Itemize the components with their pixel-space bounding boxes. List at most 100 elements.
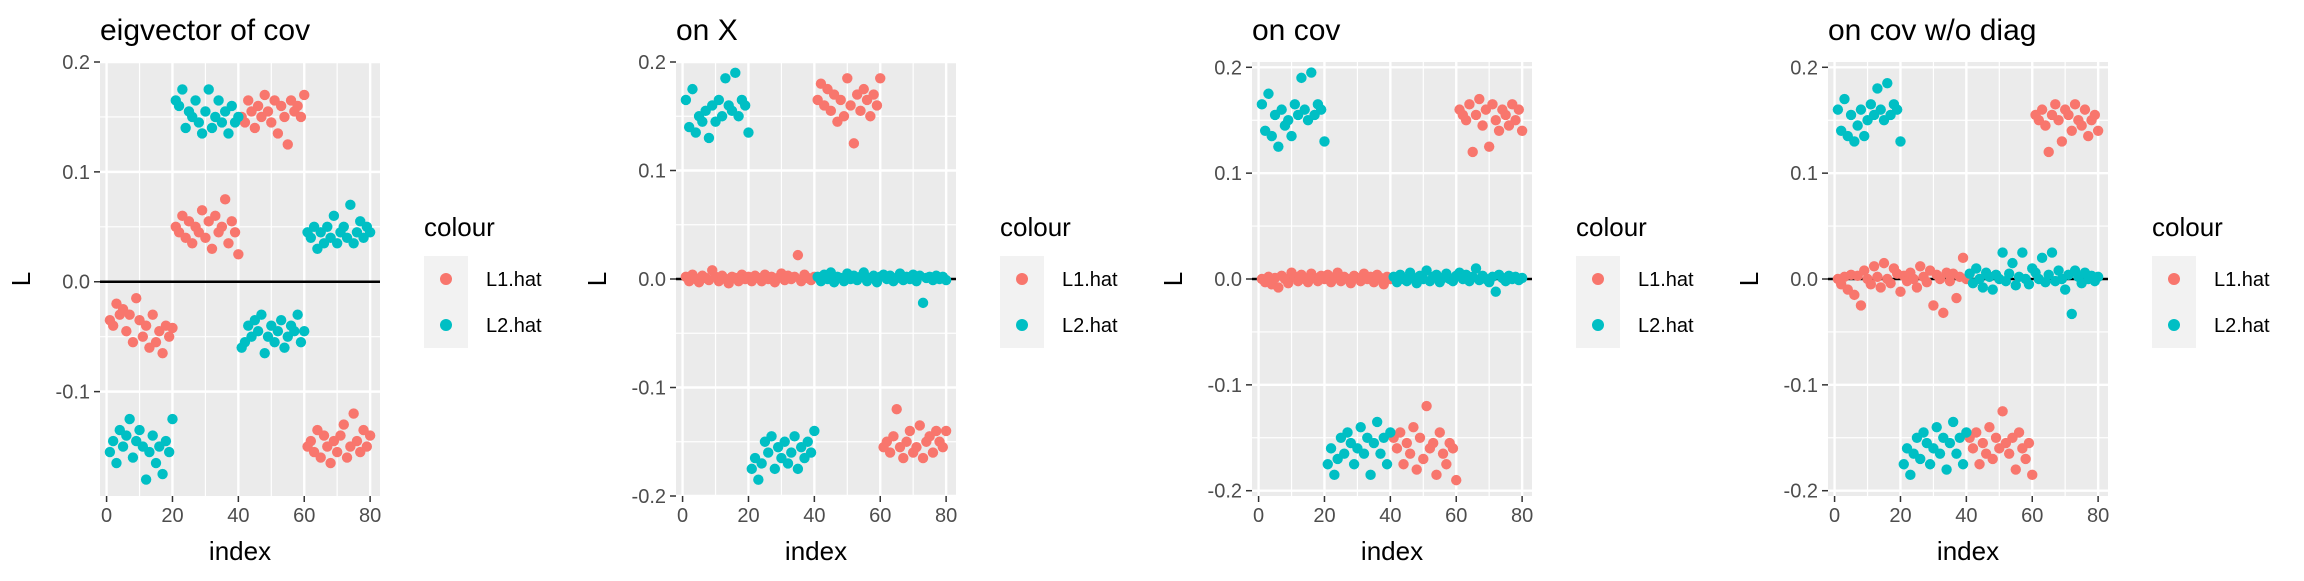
y-axis-label: L (582, 272, 612, 286)
legend-key-L1-hat (1592, 273, 1604, 285)
data-point (1474, 93, 1485, 105)
data-point (150, 336, 162, 348)
data-point (1915, 261, 1926, 272)
data-point (140, 474, 152, 485)
data-point (216, 117, 228, 128)
data-point (1855, 300, 1867, 311)
x-tick-label: 0 (677, 505, 688, 527)
y-tick-label: 0.1 (62, 162, 90, 184)
legend-label: L1.hat (1638, 269, 1694, 291)
data-point (2013, 427, 2025, 438)
chart-svg: 0 20 40 60 80 -0.2 -0.1 0.0 0.1 0.2 on cov w/o dia… (1734, 14, 2270, 566)
data-point (680, 94, 692, 106)
data-point (144, 446, 155, 458)
data-point (1984, 421, 1995, 433)
data-point (1849, 289, 1860, 301)
data-point (318, 430, 330, 441)
data-point (940, 274, 952, 286)
data-point (1971, 263, 1982, 274)
data-point (1451, 474, 1462, 486)
data-point (1974, 273, 1985, 285)
data-point (1470, 263, 1482, 274)
data-point (226, 216, 237, 227)
data-point (177, 84, 188, 95)
data-point (2007, 257, 2018, 269)
data-point (243, 95, 254, 106)
data-point (1934, 273, 1946, 285)
data-point (2053, 115, 2064, 126)
data-point (1411, 464, 1422, 475)
data-point (180, 122, 191, 134)
data-point (1924, 459, 1936, 470)
legend-title: colour (424, 212, 495, 242)
y-tick-label: 0.1 (638, 161, 666, 183)
data-point (107, 320, 119, 331)
data-point (1398, 459, 1409, 470)
data-point (1273, 282, 1284, 293)
data-point (206, 122, 218, 134)
legend-label: L2.hat (1638, 315, 1694, 337)
data-point (871, 100, 883, 111)
data-point (167, 322, 178, 334)
data-point (299, 325, 310, 337)
data-point (786, 447, 797, 458)
data-point (2050, 99, 2061, 110)
data-point (295, 111, 307, 123)
data-point (1859, 265, 1870, 276)
data-point (266, 117, 277, 128)
data-point (858, 83, 869, 95)
data-point (163, 446, 175, 458)
data-point (348, 238, 359, 249)
data-point (1500, 109, 1511, 121)
data-point (825, 105, 837, 117)
data-point (137, 331, 149, 342)
data-point (1348, 459, 1360, 470)
data-point (2059, 284, 2071, 295)
series-L2-hat (104, 84, 376, 485)
data-point (147, 430, 158, 441)
data-point (2076, 120, 2087, 131)
x-tick-label: 20 (737, 505, 759, 527)
data-point (1339, 448, 1350, 459)
data-point (2020, 453, 2031, 465)
data-point (1868, 261, 1880, 272)
legend-title: colour (2152, 212, 2223, 242)
series-L1-hat (1256, 93, 1528, 486)
legend-label: L1.hat (2214, 269, 2270, 291)
data-point (1977, 437, 1989, 449)
data-point (279, 111, 290, 123)
data-point (299, 89, 310, 101)
data-point (2069, 99, 2081, 110)
data-point (855, 105, 866, 117)
data-point (739, 100, 751, 111)
data-point (904, 425, 916, 437)
data-point (1289, 99, 1301, 110)
data-point (256, 309, 267, 320)
data-point (351, 435, 363, 447)
data-point (157, 468, 168, 480)
data-point (743, 127, 754, 138)
data-point (845, 100, 856, 111)
y-tick-label: 0.0 (1214, 269, 1242, 291)
legend: colour L1.hat L2.hat (2152, 212, 2270, 348)
data-point (1306, 67, 1317, 78)
y-tick-label: 0.2 (1214, 57, 1242, 79)
data-point (200, 232, 211, 243)
data-point (1276, 104, 1287, 115)
data-point (289, 325, 300, 337)
chart-svg: 0 20 40 60 80 -0.2 -0.1 0.0 0.1 0.2 on X index Lcolo… (582, 14, 1118, 566)
data-point (305, 435, 317, 447)
chart-title: on cov (1252, 14, 1340, 47)
data-point (1849, 136, 1860, 147)
legend: colour L1.hat L2.hat (424, 212, 542, 348)
data-point (927, 447, 939, 458)
x-tick-label: 20 (161, 505, 183, 527)
x-tick-label: 60 (2021, 505, 2043, 527)
data-point (259, 347, 270, 359)
data-point (1368, 437, 1380, 449)
data-point (1997, 406, 2008, 417)
data-point (1977, 282, 1989, 293)
data-point (1355, 421, 1366, 433)
data-point (917, 452, 929, 464)
